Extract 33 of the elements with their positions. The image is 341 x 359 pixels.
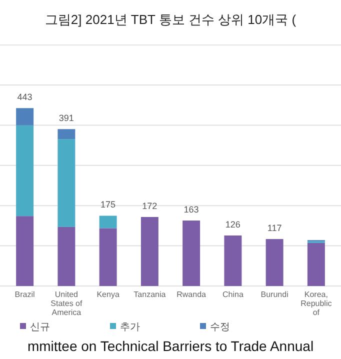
annotation: 117 [267,223,282,234]
x-tick-label: China [222,290,244,299]
annotation: 391 [58,113,74,124]
bar [266,239,284,286]
annotation: 126 [225,219,240,230]
annotation: 163 [184,204,199,215]
bar [16,108,34,126]
x-tick-label: Tanzania [134,290,166,299]
x-tick-label: Rwanda [176,290,207,299]
text: mmittee on Technical Barriers to Trade Annual [27,338,314,354]
bar [58,226,76,286]
x-tick-label: Brazil [14,290,36,299]
annotation: 172 [142,200,158,211]
annotation: 175 [100,200,116,210]
annotation: 443 [17,92,32,102]
x-tick-label: Kenya [96,290,120,299]
bar [99,216,117,228]
bar [58,129,76,140]
bar [16,125,34,216]
bar [224,235,242,286]
chart-title: 그림2] 2021년 TBT 통보 건수 상위 10개국 ( [44,12,297,27]
x-tick-label: Korea, Republic of [300,290,332,317]
x-tick-label: Burundi [260,290,289,299]
x-tick-label: United States of America [50,290,83,317]
bar [182,220,200,286]
bar [140,216,158,286]
bar [58,139,76,227]
bar [307,242,325,286]
legend-label: 수정 [210,322,230,333]
legend-label: 추가 [120,322,140,333]
bar [16,216,34,286]
legend-label: 신규 [30,322,50,333]
bar [99,228,117,286]
